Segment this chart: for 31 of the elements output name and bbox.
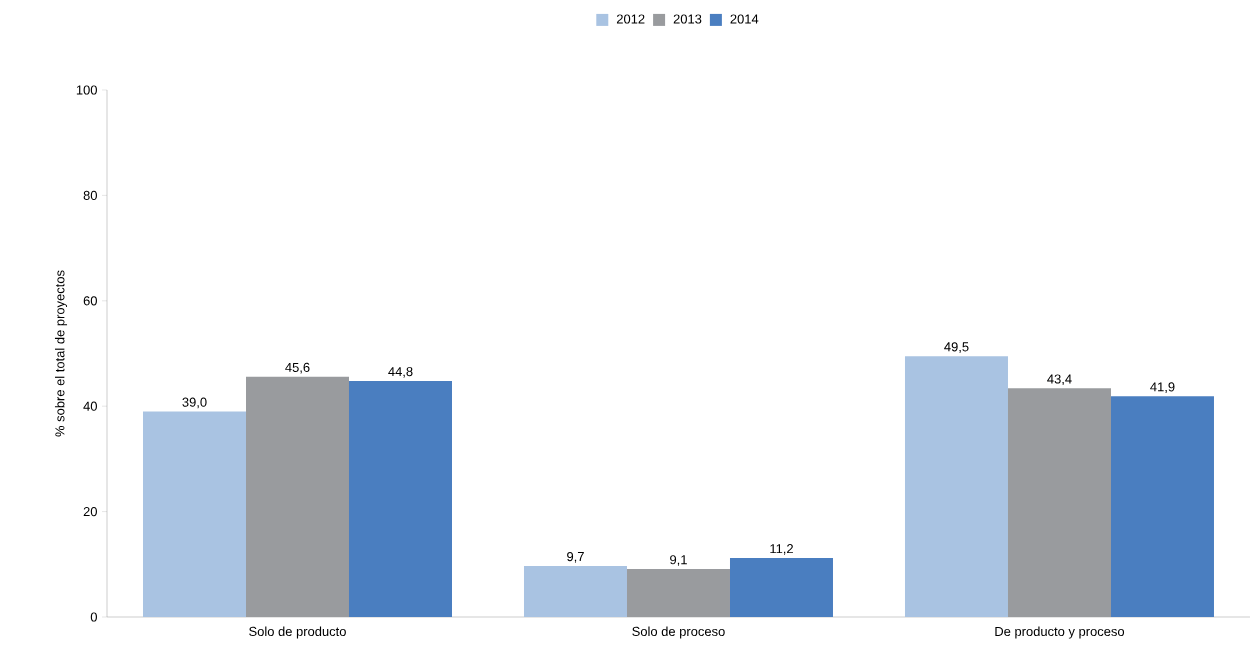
y-tick-label: 60 — [83, 296, 97, 306]
y-tick-label: 80 — [83, 190, 97, 200]
y-tick-label: 0 — [90, 612, 97, 622]
data-label: 9,7 — [567, 551, 584, 563]
bar — [349, 380, 452, 617]
legend-label: 2012 — [616, 14, 645, 24]
bar — [626, 569, 730, 617]
x-tick-label: Solo de proceso — [632, 626, 725, 639]
data-label: 11,2 — [770, 544, 793, 555]
y-tick-label: 40 — [83, 401, 97, 411]
x-tick-label: Solo de producto — [249, 626, 346, 639]
data-label: 39,0 — [182, 397, 207, 409]
legend-label: 2013 — [673, 14, 702, 24]
data-label: 49,5 — [944, 342, 969, 353]
data-label: 9,1 — [670, 555, 687, 566]
x-tick-label: De producto y proceso — [995, 626, 1125, 639]
data-label: 44,8 — [388, 367, 413, 378]
bar — [1110, 396, 1214, 617]
data-label: 45,6 — [285, 362, 310, 374]
legend-label: 2014 — [730, 14, 759, 24]
y-axis-title: % sobre el total de proyectos — [54, 270, 68, 437]
bar — [142, 411, 246, 617]
bar — [904, 356, 1008, 617]
bar — [729, 557, 833, 617]
bar — [1007, 388, 1111, 617]
data-label: 43,4 — [1047, 374, 1072, 386]
y-tick-label: 20 — [83, 507, 97, 517]
bar — [246, 376, 349, 617]
y-tick-label: 100 — [76, 85, 97, 95]
data-label: 41,9 — [1150, 382, 1175, 393]
bar — [523, 565, 627, 617]
